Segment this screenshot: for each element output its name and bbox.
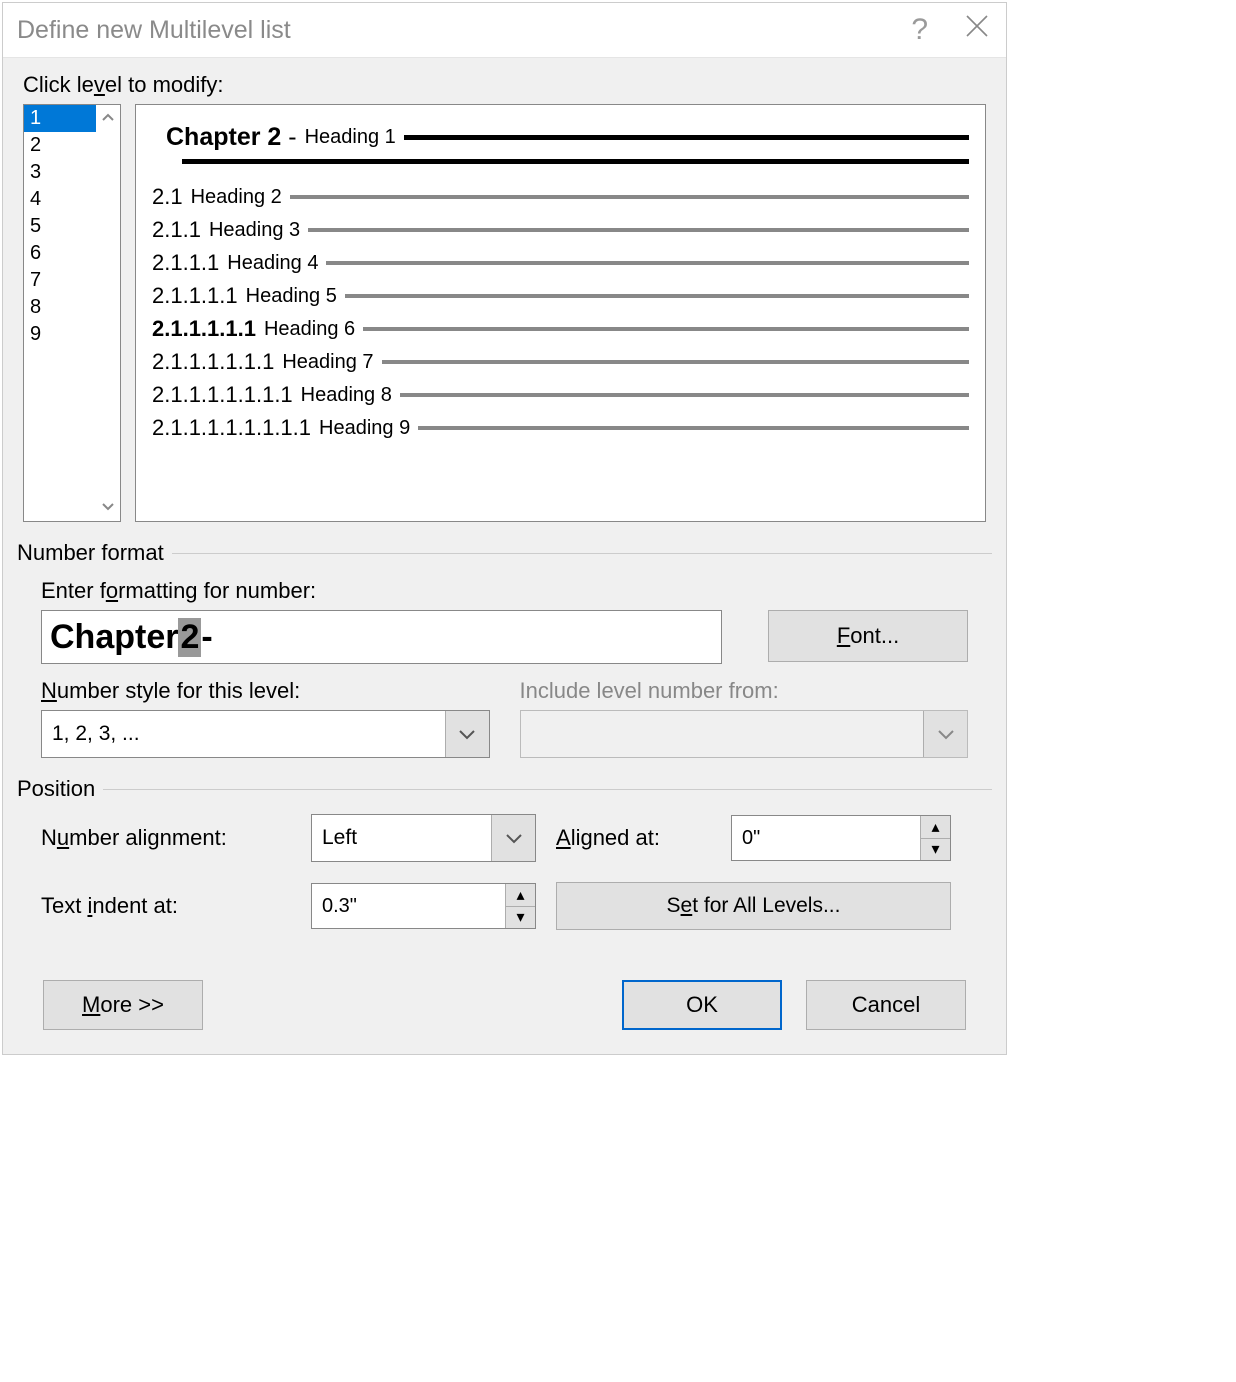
define-multilevel-list-dialog: Define new Multilevel list ? Click level… <box>2 2 1007 1055</box>
preview-heading-label: Heading 5 <box>246 285 337 308</box>
preview-pane: Chapter 2 - Heading 1 2.1 Heading 2 2.1.1 H… <box>135 104 986 522</box>
number-format-input[interactable]: Chapter 2 - <box>41 610 722 664</box>
number-style-label: Number style for this level: <box>41 678 490 704</box>
dialog-title: Define new Multilevel list <box>17 16 291 45</box>
spinner-up-icon[interactable]: ▴ <box>506 884 535 907</box>
level-item-2[interactable]: 2 <box>24 132 96 159</box>
preview-row: 2.1.1.1.1.1.1 Heading 7 <box>152 349 969 375</box>
include-level-select <box>520 710 969 758</box>
preview-line <box>382 360 969 364</box>
aligned-at-label: Aligned at: <box>556 825 711 851</box>
preview-number: 2.1.1.1.1.1 <box>152 316 256 342</box>
preview-row: 2.1 Heading 2 <box>152 184 969 210</box>
preview-row: 2.1.1.1.1 Heading 5 <box>152 283 969 309</box>
preview-line <box>400 393 969 397</box>
preview-heading-label: Heading 9 <box>319 417 410 440</box>
more-button[interactable]: More >> <box>43 980 203 1030</box>
scroll-down-icon[interactable] <box>101 499 115 517</box>
level-scrollbar[interactable] <box>96 105 120 521</box>
text-indent-label: Text indent at: <box>41 893 291 919</box>
preview-l1-label: Heading 1 <box>305 126 396 149</box>
preview-heading-label: Heading 8 <box>301 384 392 407</box>
preview-number: 2.1.1.1.1.1.1 <box>152 349 274 375</box>
level-item-9[interactable]: 9 <box>24 321 96 348</box>
preview-number: 2.1 <box>152 184 183 210</box>
preview-underline <box>182 159 969 164</box>
number-alignment-select[interactable]: Left <box>311 814 536 862</box>
set-for-all-levels-button[interactable]: Set for All Levels... <box>556 882 951 930</box>
preview-heading-label: Heading 4 <box>227 252 318 275</box>
preview-line <box>326 261 969 265</box>
level-item-1[interactable]: 1 <box>24 105 96 132</box>
text-indent-spinner[interactable]: 0.3" ▴ ▾ <box>311 883 536 929</box>
preview-heading-label: Heading 7 <box>282 351 373 374</box>
preview-line <box>290 195 969 199</box>
spinner-down-icon[interactable]: ▾ <box>506 907 535 929</box>
click-level-label: Click level to modify: <box>23 72 986 98</box>
level-item-6[interactable]: 6 <box>24 240 96 267</box>
preview-row: 2.1.1 Heading 3 <box>152 217 969 243</box>
preview-number: 2.1.1.1.1.1.1.1.1 <box>152 415 311 441</box>
titlebar: Define new Multilevel list ? <box>3 3 1006 58</box>
spinner-down-icon[interactable]: ▾ <box>921 839 950 861</box>
level-listbox[interactable]: 123456789 <box>23 104 121 522</box>
preview-line <box>404 135 969 140</box>
spinner-up-icon[interactable]: ▴ <box>921 816 950 839</box>
preview-row: 2.1.1.1.1.1 Heading 6 <box>152 316 969 342</box>
preview-line <box>308 228 969 232</box>
enter-formatting-label: Enter formatting for number: <box>41 578 986 604</box>
preview-row: 2.1.1.1.1.1.1.1 Heading 8 <box>152 382 969 408</box>
include-level-label: Include level number from: <box>520 678 969 704</box>
preview-line <box>418 426 969 430</box>
scroll-up-icon[interactable] <box>101 109 115 127</box>
preview-row: 2.1.1.1.1.1.1.1.1 Heading 9 <box>152 415 969 441</box>
preview-line <box>345 294 969 298</box>
cancel-button[interactable]: Cancel <box>806 980 966 1030</box>
preview-number: 2.1.1.1 <box>152 250 219 276</box>
level-item-8[interactable]: 8 <box>24 294 96 321</box>
chevron-down-icon[interactable] <box>445 711 489 757</box>
preview-l1-number: Chapter 2 - <box>166 123 297 152</box>
chevron-down-icon[interactable] <box>491 815 535 861</box>
number-alignment-label: Number alignment: <box>41 825 291 851</box>
position-section: Position <box>17 776 103 802</box>
preview-number: 2.1.1.1.1.1.1.1 <box>152 382 293 408</box>
font-button[interactable]: Font... <box>768 610 968 662</box>
help-icon[interactable]: ? <box>911 13 928 47</box>
preview-heading-label: Heading 3 <box>209 219 300 242</box>
preview-heading-label: Heading 6 <box>264 318 355 341</box>
level-item-4[interactable]: 4 <box>24 186 96 213</box>
ok-button[interactable]: OK <box>622 980 782 1030</box>
aligned-at-spinner[interactable]: 0" ▴ ▾ <box>731 815 951 861</box>
close-icon[interactable] <box>962 11 992 49</box>
number-style-select[interactable]: 1, 2, 3, ... <box>41 710 490 758</box>
number-format-section: Number format <box>17 540 172 566</box>
preview-row: 2.1.1.1 Heading 4 <box>152 250 969 276</box>
preview-number: 2.1.1.1.1 <box>152 283 238 309</box>
level-item-7[interactable]: 7 <box>24 267 96 294</box>
preview-number: 2.1.1 <box>152 217 201 243</box>
preview-heading-label: Heading 2 <box>191 186 282 209</box>
level-item-3[interactable]: 3 <box>24 159 96 186</box>
level-item-5[interactable]: 5 <box>24 213 96 240</box>
preview-line <box>363 327 969 331</box>
chevron-down-icon <box>923 711 967 757</box>
